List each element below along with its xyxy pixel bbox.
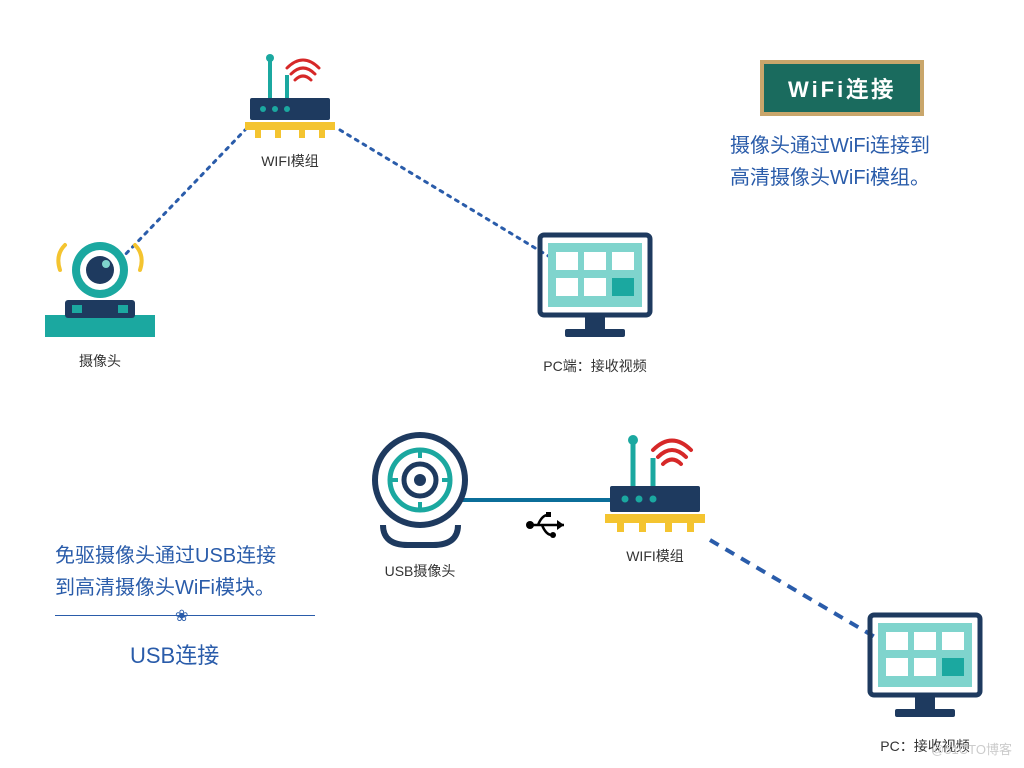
pc-label-top: PC端：接收视频 bbox=[520, 356, 670, 376]
wifi-description: 摄像头通过WiFi连接到 高清摄像头WiFi模组。 bbox=[730, 130, 930, 194]
wifi-desc-line1: 摄像头通过WiFi连接到 bbox=[730, 130, 930, 162]
camera-node: 摄像头 bbox=[30, 230, 170, 371]
wifi-desc-line2: 高清摄像头WiFi模组。 bbox=[730, 162, 930, 194]
router-node-top: WIFI模组 bbox=[230, 50, 350, 171]
usb-section-title: USB连接 bbox=[130, 638, 219, 670]
pc-icon bbox=[530, 230, 660, 345]
pc-node-top: PC端：接收视频 bbox=[520, 230, 670, 376]
camera-icon bbox=[40, 230, 160, 340]
usb-camera-label: USB摄像头 bbox=[355, 561, 485, 581]
wifi-badge: WiFi连接 bbox=[760, 60, 924, 116]
router-icon-bottom bbox=[595, 430, 715, 535]
pc-icon-bottom bbox=[860, 610, 990, 725]
divider-ornament: ❀ bbox=[175, 606, 188, 626]
usb-icon bbox=[524, 510, 570, 540]
usb-camera-icon bbox=[363, 430, 478, 550]
router-label-top: WIFI模组 bbox=[230, 151, 350, 171]
usb-symbol bbox=[522, 510, 572, 545]
watermark: @51CTO博客 bbox=[931, 739, 1012, 758]
usb-desc-line2: 到高清摄像头WiFi模块。 bbox=[55, 572, 276, 604]
usb-camera-node: USB摄像头 bbox=[355, 430, 485, 581]
wifi-badge-text: WiFi连接 bbox=[788, 77, 896, 102]
pc-node-bottom: PC：接收视频 bbox=[850, 610, 1000, 756]
router-icon bbox=[235, 50, 345, 140]
router-label-bottom: WIFI模组 bbox=[590, 546, 720, 566]
router-node-bottom: WIFI模组 bbox=[590, 430, 720, 566]
camera-label: 摄像头 bbox=[30, 351, 170, 371]
usb-description: 免驱摄像头通过USB连接 到高清摄像头WiFi模块。 bbox=[55, 540, 276, 604]
usb-desc-line1: 免驱摄像头通过USB连接 bbox=[55, 540, 276, 572]
